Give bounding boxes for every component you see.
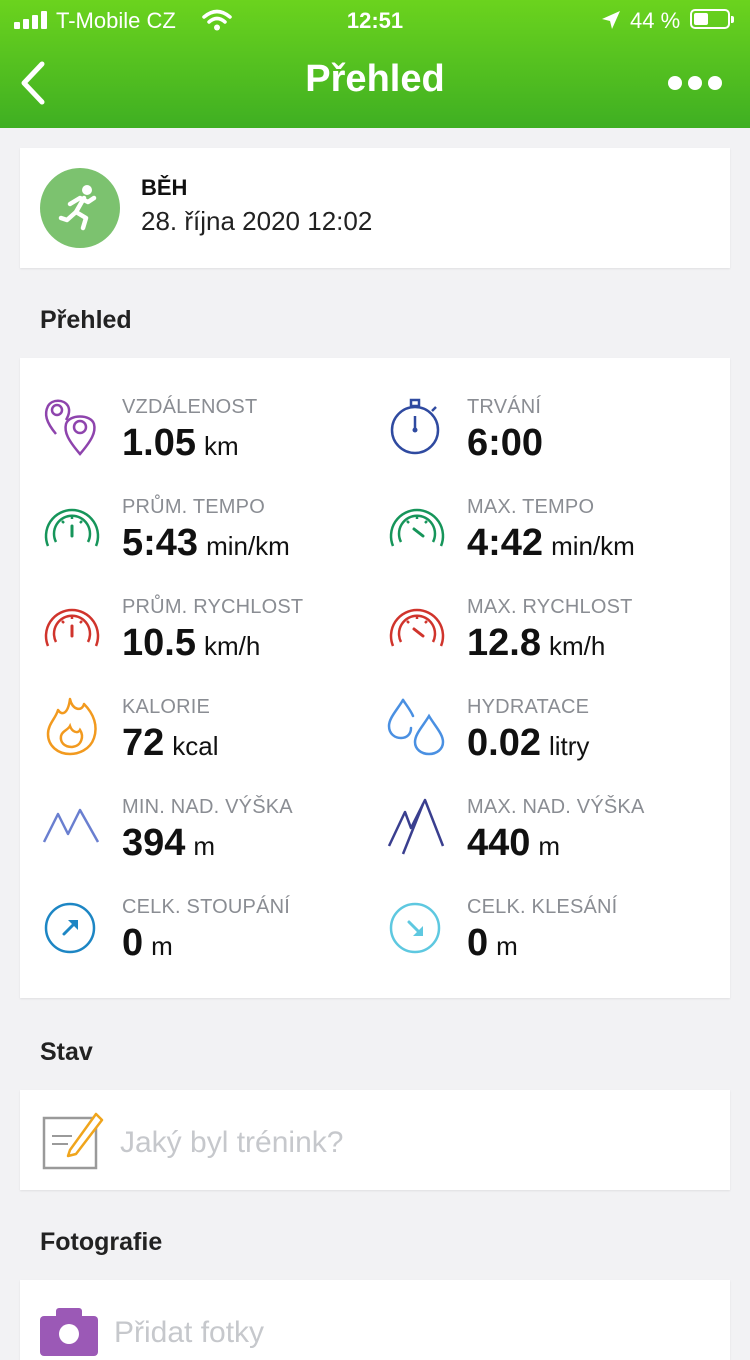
add-photos-button[interactable]: Přidat fotky bbox=[20, 1280, 730, 1360]
stat-unit: m bbox=[496, 931, 518, 961]
activity-avatar bbox=[40, 168, 120, 248]
page-title: Přehled bbox=[305, 58, 445, 100]
stat-label: MAX. RYCHLOST bbox=[467, 596, 633, 618]
photos-section-title: Fotografie bbox=[40, 1228, 163, 1256]
speedometer-max-icon bbox=[389, 508, 445, 547]
stat-value: 5:43 bbox=[122, 522, 199, 564]
battery-percent: 44 % bbox=[630, 8, 681, 33]
stat-unit: km/h bbox=[203, 631, 261, 661]
stat-label: KALORIE bbox=[122, 696, 211, 718]
stat-unit: litry bbox=[548, 731, 590, 761]
stat-label: HYDRATACE bbox=[467, 696, 590, 718]
stopwatch-icon bbox=[390, 398, 440, 455]
status-bar: T-Mobile CZ 12:51 44 % bbox=[0, 0, 750, 42]
stat-label: VZDÁLENOST bbox=[122, 396, 258, 418]
activity-datetime: 28. října 2020 12:02 bbox=[141, 206, 373, 236]
stat-unit: m bbox=[538, 831, 561, 861]
stat-value: 6:00 bbox=[467, 422, 544, 464]
stat-unit: km/h bbox=[548, 631, 606, 661]
stat-duration: TRVÁNÍ 6:00 bbox=[387, 396, 727, 486]
stat-max-speed: MAX. RYCHLOST 12.8 km/h bbox=[387, 596, 727, 686]
running-icon bbox=[58, 185, 97, 231]
flame-icon bbox=[46, 697, 97, 756]
location-arrow-icon bbox=[602, 11, 620, 29]
stat-unit: min/km bbox=[206, 531, 290, 561]
more-options-button[interactable] bbox=[668, 74, 722, 92]
battery-icon bbox=[690, 9, 734, 29]
camera-icon bbox=[40, 1308, 98, 1356]
overview-section-title: Přehled bbox=[40, 306, 132, 334]
stat-unit: km bbox=[203, 431, 239, 461]
speedometer-icon bbox=[44, 608, 100, 647]
stat-unit: m bbox=[151, 931, 173, 961]
stat-value: 4:42 bbox=[467, 522, 544, 564]
stat-value: 394 bbox=[122, 822, 186, 864]
stat-max-pace: MAX. TEMPO 4:42 min/km bbox=[387, 496, 727, 586]
note-placeholder: Jaký byl trénink? bbox=[120, 1126, 344, 1159]
status-section-title: Stav bbox=[40, 1038, 93, 1066]
water-drops-icon bbox=[387, 698, 445, 756]
stat-avg-pace: PRŮM. TEMPO 5:43 min/km bbox=[42, 496, 382, 586]
activity-card: BĚH 28. října 2020 12:02 bbox=[20, 148, 730, 268]
stat-value: 440 bbox=[467, 822, 531, 864]
stat-value: 0 bbox=[467, 922, 489, 964]
stat-value: 0.02 bbox=[467, 722, 541, 764]
stat-avg-speed: PRŮM. RYCHLOST 10.5 km/h bbox=[42, 596, 382, 686]
stat-distance: VZDÁLENOST 1.05 km bbox=[42, 396, 382, 486]
descent-arrow-icon bbox=[389, 902, 441, 954]
ascent-arrow-icon bbox=[44, 902, 96, 954]
stat-label: MIN. NAD. VÝŠKA bbox=[122, 796, 293, 818]
stat-label: CELK. KLESÁNÍ bbox=[467, 896, 618, 918]
training-note-input[interactable]: Jaký byl trénink? bbox=[20, 1090, 730, 1190]
stat-label: PRŮM. TEMPO bbox=[122, 496, 265, 518]
mountain-low-icon bbox=[42, 808, 100, 843]
stat-value: 10.5 bbox=[122, 622, 196, 664]
stat-unit: kcal bbox=[172, 731, 219, 761]
stat-min-altitude: MIN. NAD. VÝŠKA 394 m bbox=[42, 796, 382, 886]
top-bar: T-Mobile CZ 12:51 44 % Přehled bbox=[0, 0, 750, 128]
chevron-left-icon bbox=[21, 61, 45, 105]
carrier-name: T-Mobile CZ bbox=[56, 8, 176, 33]
speedometer-icon bbox=[44, 508, 100, 547]
signal-icon bbox=[14, 11, 47, 29]
activity-type: BĚH bbox=[141, 175, 188, 200]
stat-label: MAX. NAD. VÝŠKA bbox=[467, 796, 645, 818]
stat-value: 72 bbox=[122, 722, 165, 764]
stat-hydration: HYDRATACE 0.02 litry bbox=[387, 696, 727, 786]
wifi-icon bbox=[202, 9, 232, 31]
note-pencil-icon bbox=[42, 1112, 104, 1170]
add-photos-label: Přidat fotky bbox=[114, 1316, 265, 1349]
speedometer-max-icon bbox=[389, 608, 445, 647]
stat-max-altitude: MAX. NAD. VÝŠKA 440 m bbox=[387, 796, 727, 886]
stat-label: CELK. STOUPÁNÍ bbox=[122, 896, 291, 918]
stat-unit: m bbox=[193, 831, 216, 861]
location-pins-icon bbox=[44, 399, 96, 456]
stat-value: 12.8 bbox=[467, 622, 541, 664]
back-button[interactable] bbox=[14, 58, 54, 108]
mountain-high-icon bbox=[387, 798, 445, 855]
clock: 12:51 bbox=[346, 8, 404, 33]
stat-label: TRVÁNÍ bbox=[467, 396, 542, 418]
stat-value: 1.05 bbox=[122, 422, 196, 464]
more-dots-icon bbox=[668, 76, 682, 90]
stat-label: PRŮM. RYCHLOST bbox=[122, 596, 304, 618]
stat-unit: min/km bbox=[551, 531, 635, 561]
stat-value: 0 bbox=[122, 922, 144, 964]
stats-card: VZDÁLENOST 1.05 km TRVÁNÍ 6:00 PRŮM. TEMP… bbox=[20, 358, 730, 998]
stat-calories: KALORIE 72 kcal bbox=[42, 696, 382, 786]
stat-label: MAX. TEMPO bbox=[467, 496, 595, 518]
